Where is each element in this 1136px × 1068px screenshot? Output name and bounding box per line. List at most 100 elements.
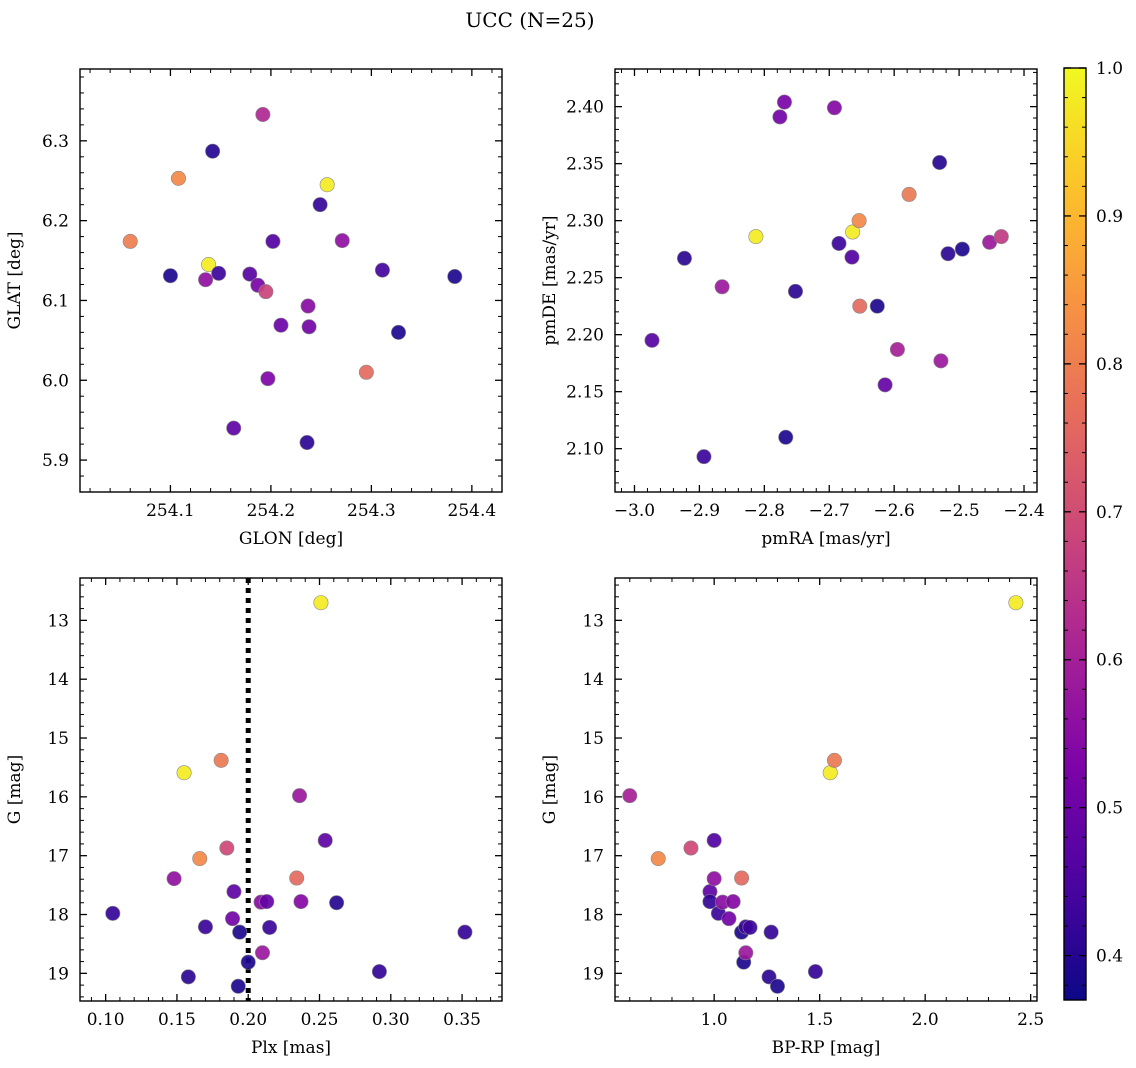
y-tick-label: 15	[47, 729, 69, 749]
data-point	[205, 143, 221, 159]
data-point	[265, 233, 281, 249]
data-point	[213, 752, 229, 768]
y-tick-label: 2.35	[566, 155, 604, 175]
data-point	[176, 765, 192, 781]
data-point	[232, 924, 248, 940]
x-tick-label: −2.6	[874, 501, 915, 521]
panel-bprp-g: 1.0 1.5 2.0 2.5 13 14 15 16 17 18 19 BP-RP [mag] G […	[540, 577, 1044, 1058]
panel-glon-glat: 254.1 254.2 254.3 254.4 5.9 6.0 6.1 6.2 6.3 GLON …	[5, 68, 503, 549]
panel-pmra-pmde: −3.0 −2.9 −2.8 −2.7 −2.6 −2.5 −2.4 2.10 2.15 2.20…	[540, 68, 1045, 549]
data-point	[358, 364, 374, 380]
axis-ticks	[80, 578, 502, 1001]
axis-ticks	[615, 578, 1037, 1001]
data-point	[877, 377, 893, 393]
data-point	[319, 177, 335, 193]
y-axis-label: G [mag]	[5, 755, 25, 824]
x-axis-label: BP-RP [mag]	[772, 1038, 881, 1058]
x-axis-label: Plx [mas]	[251, 1038, 331, 1058]
data-point	[198, 272, 214, 288]
x-tick-label: 0.25	[301, 1010, 339, 1030]
data-point	[706, 871, 722, 887]
x-tick-label: 0.30	[372, 1010, 410, 1030]
y-tick-label: 5.9	[42, 451, 69, 471]
x-tick-label: 254.3	[347, 501, 396, 521]
data-point	[901, 186, 917, 202]
y-tick-label: 2.40	[566, 98, 604, 118]
y-tick-label: 18	[47, 906, 69, 926]
colorbar-gradient	[1064, 68, 1086, 1000]
data-point	[644, 332, 660, 348]
data-point	[105, 905, 121, 921]
data-point	[807, 964, 823, 980]
data-point	[769, 978, 785, 994]
axis-ticks	[80, 69, 502, 493]
x-tick-label: 254.1	[146, 501, 195, 521]
y-axis-label: GLAT [deg]	[5, 231, 25, 329]
data-point	[170, 170, 186, 186]
x-tick-label: 254.4	[448, 501, 497, 521]
data-point	[226, 420, 242, 436]
scatter-points	[122, 106, 463, 451]
data-point	[650, 851, 666, 867]
y-tick-label: 16	[47, 788, 69, 808]
colorbar-tick-label: 0.5	[1096, 799, 1123, 819]
data-point	[226, 884, 242, 900]
data-point	[714, 279, 730, 295]
colorbar-tick-label: 0.8	[1096, 355, 1123, 375]
data-point	[292, 788, 308, 804]
data-point	[954, 241, 970, 257]
x-tick-label: −2.8	[744, 501, 785, 521]
y-tick-label: 6.1	[42, 291, 69, 311]
data-point	[262, 919, 278, 935]
colorbar-tick-label: 0.7	[1096, 503, 1123, 523]
y-tick-label: 19	[582, 964, 604, 984]
data-point	[778, 429, 794, 445]
y-tick-label: 14	[582, 670, 604, 690]
data-point	[300, 298, 316, 314]
data-point	[391, 324, 407, 340]
y-tick-label: 6.3	[42, 132, 69, 152]
x-axis-label: GLON [deg]	[239, 529, 343, 549]
data-point	[725, 894, 741, 910]
data-point	[738, 945, 754, 961]
data-point	[301, 319, 317, 335]
data-point	[334, 233, 350, 249]
data-point	[329, 895, 345, 911]
y-tick-label: 19	[47, 964, 69, 984]
y-tick-label: 15	[582, 729, 604, 749]
data-point	[166, 871, 182, 887]
axes-frame	[614, 577, 1038, 1002]
x-tick-label: 0.10	[87, 1010, 125, 1030]
data-point	[851, 213, 867, 229]
data-point	[240, 954, 256, 970]
y-axis-label: G [mag]	[540, 755, 560, 824]
data-point	[255, 106, 271, 122]
y-tick-label: 2.25	[566, 269, 604, 289]
x-tick-label: 0.35	[443, 1010, 481, 1030]
colorbar: 0.4 0.5 0.6 0.7 0.8 0.9 1.0	[1063, 59, 1123, 1001]
data-point	[225, 911, 241, 927]
data-point	[787, 283, 803, 299]
data-point	[845, 224, 861, 240]
x-tick-label: −2.7	[809, 501, 850, 521]
y-tick-label: 13	[582, 611, 604, 631]
data-point	[312, 197, 328, 213]
data-point	[374, 262, 390, 278]
axes-frame	[79, 577, 503, 1002]
data-point	[748, 229, 764, 245]
data-point	[852, 298, 868, 314]
colorbar-frame	[1063, 67, 1087, 1001]
data-point	[197, 919, 213, 935]
data-point	[260, 371, 276, 387]
axes-frame	[79, 68, 503, 493]
y-tick-label: 17	[582, 847, 604, 867]
scatter-points	[105, 595, 473, 994]
y-tick-label: 2.20	[566, 326, 604, 346]
data-point	[826, 752, 842, 768]
axis-ticks	[615, 69, 1038, 492]
figure-title: UCC (N=25)	[465, 8, 594, 32]
data-point	[457, 924, 473, 940]
y-tick-label: 18	[582, 906, 604, 926]
data-point	[993, 229, 1009, 245]
data-point	[831, 235, 847, 251]
